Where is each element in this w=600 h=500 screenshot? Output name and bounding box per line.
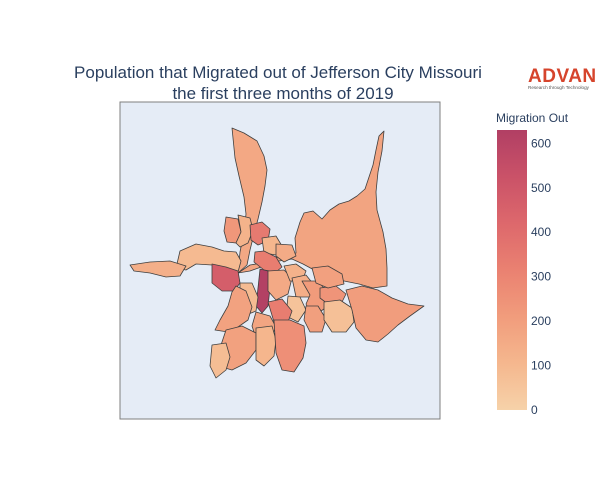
region-west-arm[interactable] — [129, 260, 187, 278]
colorbar-gradient — [497, 130, 527, 410]
census-regions — [129, 127, 425, 379]
region-east-mid[interactable] — [323, 299, 355, 333]
region-east-tail[interactable] — [345, 285, 425, 343]
region-northwest-2[interactable] — [235, 214, 254, 248]
region-center-right[interactable] — [267, 269, 293, 301]
region-south-center-1[interactable] — [267, 298, 293, 323]
colorbar-ticks: 0 100 200 300 400 500 600 — [531, 136, 551, 417]
colorbar-tick-label: 500 — [531, 181, 551, 195]
region-north-center-3[interactable] — [275, 243, 297, 263]
colorbar-tick-label: 600 — [531, 136, 551, 150]
region-east-upper[interactable] — [311, 265, 345, 289]
colorbar: Migration Out 0 100 200 300 400 500 600 — [496, 111, 569, 417]
colorbar-tick-label: 100 — [531, 359, 551, 373]
brand-name: ADVAN — [528, 66, 597, 87]
region-west-top[interactable] — [253, 250, 283, 273]
region-south-far-west[interactable] — [209, 342, 231, 379]
chart-title-line-1: Population that Migrated out of Jefferso… — [74, 63, 482, 82]
chart-title-line-2: the first three months of 2019 — [172, 84, 393, 103]
colorbar-tick-label: 0 — [531, 403, 538, 417]
region-south-west-2[interactable] — [255, 325, 277, 367]
colorbar-tick-label: 400 — [531, 225, 551, 239]
region-east-center-2[interactable] — [303, 305, 327, 333]
colorbar-tick-label: 200 — [531, 314, 551, 328]
region-south-long[interactable] — [273, 319, 307, 373]
advan-logo: ADVAN Research through Technology — [528, 66, 597, 90]
brand-tagline: Research through Technology — [528, 85, 590, 90]
region-north-large[interactable] — [231, 127, 268, 274]
colorbar-tick-label: 300 — [531, 270, 551, 284]
colorbar-title: Migration Out — [496, 111, 569, 125]
